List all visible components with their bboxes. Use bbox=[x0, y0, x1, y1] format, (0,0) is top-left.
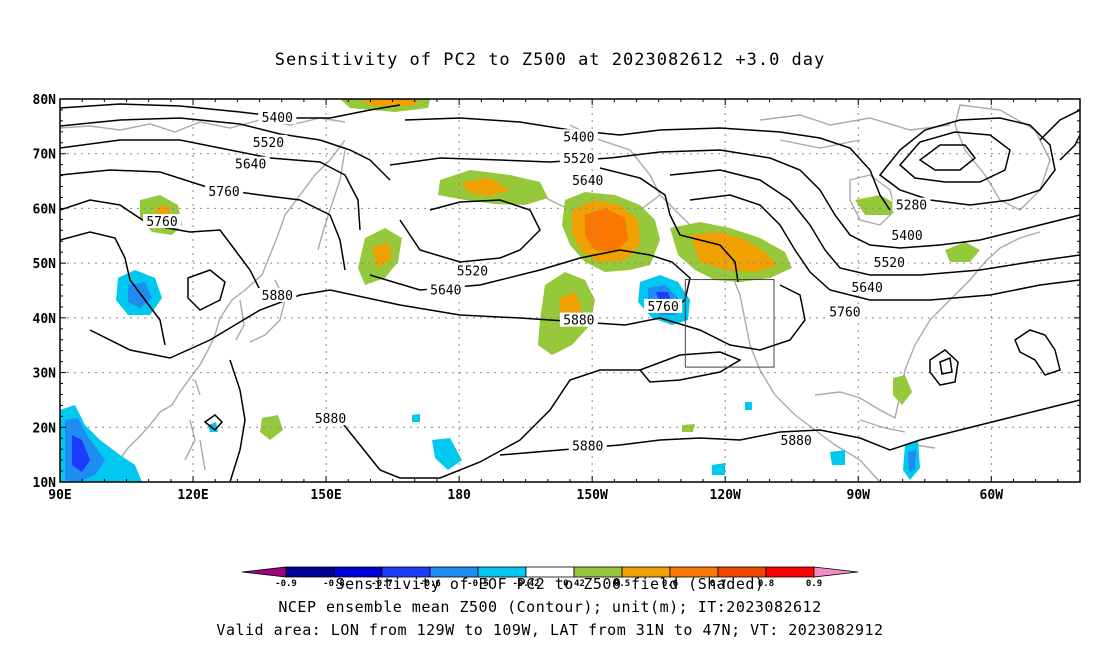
svg-text:5640: 5640 bbox=[851, 281, 882, 296]
contour-label: 5760 bbox=[644, 298, 683, 315]
shading-positive bbox=[140, 99, 980, 440]
svg-text:5760: 5760 bbox=[146, 215, 177, 230]
lon-tick-label: 60W bbox=[980, 488, 1004, 503]
lon-tick-label: 120W bbox=[710, 488, 741, 503]
chart-title: Sensitivity of PC2 to Z500 at 2023082612… bbox=[274, 50, 826, 70]
lat-tick-label: 50N bbox=[33, 257, 57, 272]
colorbar-level-label: -0.7 bbox=[371, 579, 393, 589]
contour-label: 5400 bbox=[258, 110, 297, 126]
contour-label: 5400 bbox=[888, 227, 927, 244]
svg-text:5880: 5880 bbox=[781, 434, 812, 449]
lon-tick-label: 150W bbox=[577, 488, 608, 503]
colorbar-level-label: 0.9 bbox=[806, 579, 822, 589]
latitude-axis: 80N 70N 60N 50N 40N 30N 20N 10N bbox=[33, 93, 57, 491]
svg-text:5640: 5640 bbox=[430, 284, 461, 299]
colorbar-level-label: 0.6 bbox=[662, 579, 678, 589]
footer-valid-area: Valid area: LON from 129W to 109W, LAT f… bbox=[216, 621, 884, 639]
lat-tick-label: 80N bbox=[33, 93, 57, 108]
lon-tick-label: 90W bbox=[847, 488, 871, 503]
contour-label: 5880 bbox=[258, 287, 297, 304]
svg-text:5880: 5880 bbox=[572, 439, 603, 454]
contour-label: 5520 bbox=[559, 151, 598, 167]
contour-label: 5880 bbox=[559, 312, 598, 329]
svg-text:5400: 5400 bbox=[891, 229, 922, 244]
svg-text:5880: 5880 bbox=[315, 412, 346, 427]
contour-label: 5520 bbox=[249, 134, 288, 151]
svg-text:5760: 5760 bbox=[647, 300, 678, 315]
contour-label: 5880 bbox=[311, 411, 350, 427]
contour-label: 5760 bbox=[143, 214, 181, 230]
lon-tick-label: 180 bbox=[447, 488, 471, 503]
lon-tick-label: 90E bbox=[48, 488, 71, 503]
contour-label: 5520 bbox=[870, 255, 909, 271]
svg-text:5760: 5760 bbox=[208, 185, 239, 200]
footer-contour-description: NCEP ensemble mean Z500 (Contour); unit(… bbox=[278, 598, 822, 616]
lat-tick-label: 40N bbox=[33, 312, 57, 327]
lat-tick-label: 70N bbox=[33, 148, 57, 163]
contour-label: 5640 bbox=[568, 173, 607, 189]
colorbar-level-label: 0.7 bbox=[710, 579, 726, 589]
contour-label: 5400 bbox=[559, 129, 598, 145]
contour-label: 5280 bbox=[892, 197, 931, 214]
svg-text:5520: 5520 bbox=[874, 256, 905, 271]
svg-text:5520: 5520 bbox=[563, 152, 594, 167]
axis-ticks bbox=[59, 98, 1081, 483]
colorbar-level-label: 0.8 bbox=[758, 579, 774, 589]
colorbar-level-label: 0.5 bbox=[614, 579, 630, 589]
shading-negative bbox=[60, 270, 920, 482]
colorbar-tip-high bbox=[813, 566, 859, 578]
colorbar: -0.9 -0.8 -0.7 -0.6 -0.5 -0.42 0.42 0.5 0.6 0.7 0.… bbox=[241, 566, 859, 589]
svg-text:5760: 5760 bbox=[829, 305, 860, 320]
lon-tick-label: 150E bbox=[310, 488, 341, 503]
contour-label: 5880 bbox=[568, 438, 607, 454]
contour-label: 5640 bbox=[231, 156, 270, 173]
colorbar-level-label: -0.9 bbox=[275, 579, 297, 589]
svg-text:5880: 5880 bbox=[563, 314, 594, 329]
contour-label: 5880 bbox=[777, 432, 816, 449]
colorbar-level-label: -0.42 bbox=[512, 579, 539, 589]
svg-text:5880: 5880 bbox=[262, 289, 293, 304]
lat-tick-label: 30N bbox=[33, 367, 57, 382]
colorbar-level-label: 0.42 bbox=[563, 579, 585, 589]
svg-text:5400: 5400 bbox=[262, 111, 293, 126]
contour-labels: 5400 5520 5640 5760 5760 5880 5400 5520 5640 5520… bbox=[143, 110, 931, 454]
svg-text:5520: 5520 bbox=[457, 264, 488, 279]
colorbar-level-label: -0.5 bbox=[467, 579, 489, 589]
svg-text:5400: 5400 bbox=[563, 130, 594, 145]
contour-label: 5640 bbox=[848, 279, 887, 296]
svg-text:5280: 5280 bbox=[896, 199, 927, 214]
contour-label: 5520 bbox=[453, 263, 492, 279]
colorbar-level-label: -0.8 bbox=[323, 579, 345, 589]
valid-area-box bbox=[684, 279, 775, 368]
colorbar-level-label: -0.6 bbox=[419, 579, 441, 589]
svg-text:5520: 5520 bbox=[253, 136, 284, 151]
contour-label: 5760 bbox=[825, 304, 864, 320]
lat-tick-label: 60N bbox=[33, 202, 57, 217]
footer-shading-description: Sensitivity of EOF PC2 to Z500 field (Sh… bbox=[335, 575, 765, 593]
svg-text:5640: 5640 bbox=[235, 158, 266, 173]
lon-tick-label: 120E bbox=[177, 488, 208, 503]
contour-label: 5640 bbox=[426, 282, 465, 299]
longitude-axis: 90E 120E 150E 180 150W 120W 90W 60W bbox=[48, 488, 1003, 503]
contour-label: 5760 bbox=[205, 184, 244, 200]
lat-tick-label: 20N bbox=[33, 421, 57, 436]
lat-tick-label: 10N bbox=[33, 476, 57, 491]
svg-text:5640: 5640 bbox=[572, 174, 603, 189]
z500-contours bbox=[60, 103, 1080, 482]
